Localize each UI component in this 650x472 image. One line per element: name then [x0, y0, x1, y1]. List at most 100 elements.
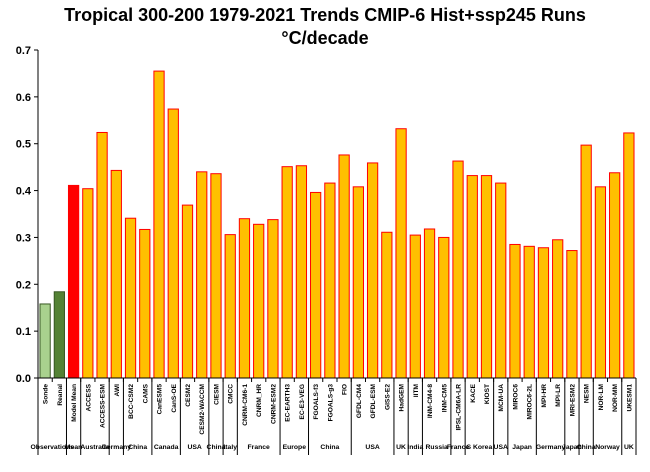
bar-cams	[139, 228, 151, 379]
bar-reanal	[53, 291, 65, 379]
x-tick-label: CNRM-ESM2	[270, 384, 277, 424]
group-label: France	[447, 444, 470, 451]
x-tick-label: Model Mean	[71, 384, 78, 422]
x-tick-label: GFDL-ESM	[370, 383, 377, 418]
x-tick-label: ACCESS-ESM	[100, 383, 107, 427]
group-label: Canada	[154, 444, 179, 451]
group-label: UK	[396, 444, 406, 451]
group-label: Australia	[80, 444, 109, 451]
bar-inm-cm4-8	[423, 228, 436, 379]
group-label: China	[128, 444, 147, 451]
y-tick-label: 0.4	[16, 186, 32, 198]
x-tick-label: FGOALS-f3	[313, 384, 320, 420]
x-tick-label: MPI-HR	[541, 384, 548, 408]
x-axis: Sonde Reanal Model Mean ACCESS ACCESS-ESM AWI…	[37, 377, 636, 435]
x-tick-label: NOR-MM	[612, 384, 619, 412]
group-label: India	[407, 444, 423, 451]
x-tick-label: MIROC6	[512, 384, 519, 410]
x-tick-label: IITM	[413, 383, 420, 397]
bar-access-esm	[96, 131, 108, 379]
bar-kiost	[480, 175, 493, 379]
bar-mpi-hr	[537, 247, 550, 379]
bar-canesm5	[153, 70, 165, 379]
y-tick-label: 0.5	[16, 139, 31, 151]
bar-cnrm-esm2	[267, 219, 279, 379]
bar-iitm	[409, 234, 421, 379]
group-label: Observations	[31, 444, 75, 451]
bar-nesm	[580, 144, 592, 379]
bar-bcc-csm2	[124, 217, 137, 379]
x-tick-label: INM-CM5	[441, 384, 448, 413]
group-label: USA	[494, 444, 508, 451]
bar-cans-oe	[167, 108, 179, 379]
chart-subtitle: °C/decade	[281, 28, 369, 48]
x-tick-label: INM-CM4-8	[427, 384, 434, 418]
x-tick-label: KIOST	[484, 384, 491, 404]
group-label: Europe	[283, 444, 307, 451]
group-label: Japan	[512, 444, 532, 451]
y-tick-label: 0.0	[16, 373, 31, 385]
bar-access	[82, 188, 94, 379]
group-label: Russia	[426, 444, 449, 451]
y-tick-label: 0.7	[16, 45, 31, 57]
chart-title: Tropical 300-200 1979-2021 Trends CMIP-6…	[0, 4, 650, 50]
bar-gfdl-esm	[366, 162, 379, 379]
x-tick-label: CNRM-CM6-1	[242, 384, 249, 426]
bar-miroc6-2l	[523, 245, 535, 379]
group-label: China	[207, 444, 226, 451]
bar-ukesm1	[623, 132, 635, 379]
bar-nor-lm	[594, 186, 607, 379]
bar-mpi-lr	[552, 239, 564, 379]
x-tick-label: CMCC	[228, 384, 235, 404]
x-tick-label: CAMS	[142, 383, 149, 403]
chart-title-line: Tropical 300-200 1979-2021 Trends CMIP-6…	[64, 5, 586, 25]
bar-giss-e2	[381, 231, 393, 379]
group-label: Japan	[562, 444, 582, 451]
y-axis: 0.0 0.1 0.2 0.3 0.4 0.5 0.6 0.7	[16, 45, 39, 385]
group-label: USA	[365, 444, 379, 451]
x-tick-label: CESM2-WACCM	[199, 384, 206, 435]
x-tick-label: CanESM5	[157, 384, 164, 415]
bar-ciesm	[210, 173, 222, 379]
group-label: UK	[624, 444, 634, 451]
x-tick-label: MCM-UA	[498, 384, 505, 412]
x-tick-label: CIESM	[213, 384, 220, 405]
x-tick-label: IPSL-CM6A-LR	[456, 384, 463, 431]
bar-ec-earth3	[281, 166, 293, 379]
x-tick-label: EC-EARTH3	[285, 384, 292, 422]
x-tick-label: CanS-OE	[171, 383, 178, 412]
y-tick-label: 0.3	[16, 232, 31, 244]
bar-ipsl-cm6a-lr	[452, 160, 464, 379]
group-label: Mean	[65, 444, 82, 451]
group-label: Norway	[595, 444, 620, 451]
x-tick-label: UKESM1	[626, 384, 633, 412]
bar-hadgem	[395, 128, 407, 379]
bar-gfdl-cm4	[352, 186, 364, 379]
x-tick-label: CNRM_HR	[256, 384, 263, 417]
x-tick-label: KACE	[470, 383, 477, 402]
y-tick-label: 0.1	[16, 326, 31, 338]
y-tick-label: 0.2	[16, 279, 31, 291]
x-tick-label: Reanal	[57, 384, 64, 406]
bar-fio	[338, 154, 350, 379]
bar-cesm2	[181, 204, 194, 379]
bar-sonde	[39, 303, 51, 379]
x-tick-label: GFDL-CM4	[356, 384, 363, 418]
bar-mcm-ua	[495, 182, 507, 379]
x-tick-label: ACCESS	[85, 383, 92, 411]
x-tick-label: BCC-CSM2	[128, 384, 135, 419]
x-tick-label: CESM2	[185, 384, 192, 407]
bar-kace	[466, 175, 478, 379]
x-tick-label: GISS-E2	[384, 384, 391, 410]
x-tick-label: HadGEM	[399, 384, 406, 412]
bar-inm-cm5	[438, 236, 450, 379]
bar-cnrm-cm6-1	[238, 218, 251, 379]
x-tick-label: Sonde	[43, 384, 50, 404]
x-tick-label: MIROC6-2L	[527, 384, 534, 420]
x-tick-label: MPI-LR	[555, 384, 562, 407]
bar-fgoals-f3	[310, 191, 322, 379]
group-label: France	[248, 444, 271, 451]
bar-cesm2-waccm	[196, 171, 208, 379]
